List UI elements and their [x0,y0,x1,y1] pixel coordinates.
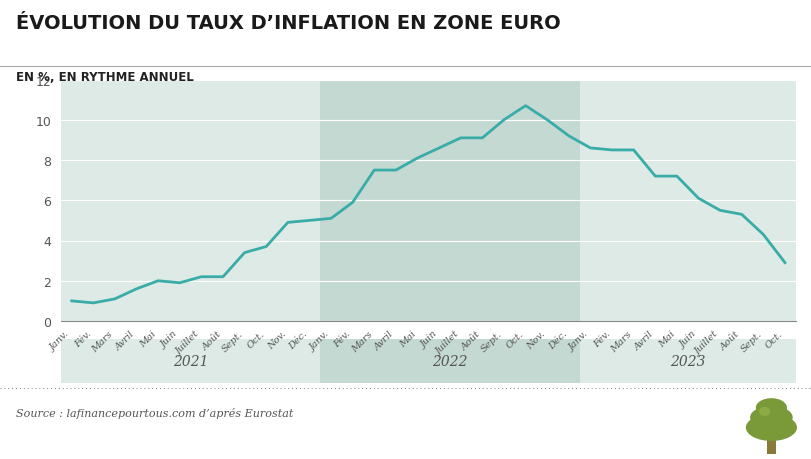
Bar [61,80,320,321]
Text: 2022: 2022 [431,354,467,369]
Text: Source : lafinancepourtous.com d’aprés Eurostat: Source : lafinancepourtous.com d’aprés E… [16,408,294,419]
Text: EN %, EN RYTHME ANNUEL: EN %, EN RYTHME ANNUEL [16,71,194,84]
Ellipse shape [744,414,796,441]
Ellipse shape [758,407,770,416]
Ellipse shape [749,406,792,429]
Bar [579,80,795,321]
Text: ÉVOLUTION DU TAUX D’INFLATION EN ZONE EURO: ÉVOLUTION DU TAUX D’INFLATION EN ZONE EU… [16,14,560,33]
Text: 2023: 2023 [669,354,705,369]
Ellipse shape [755,398,786,417]
Text: 2021: 2021 [173,354,208,369]
Bar [320,80,579,321]
Bar [766,440,775,454]
